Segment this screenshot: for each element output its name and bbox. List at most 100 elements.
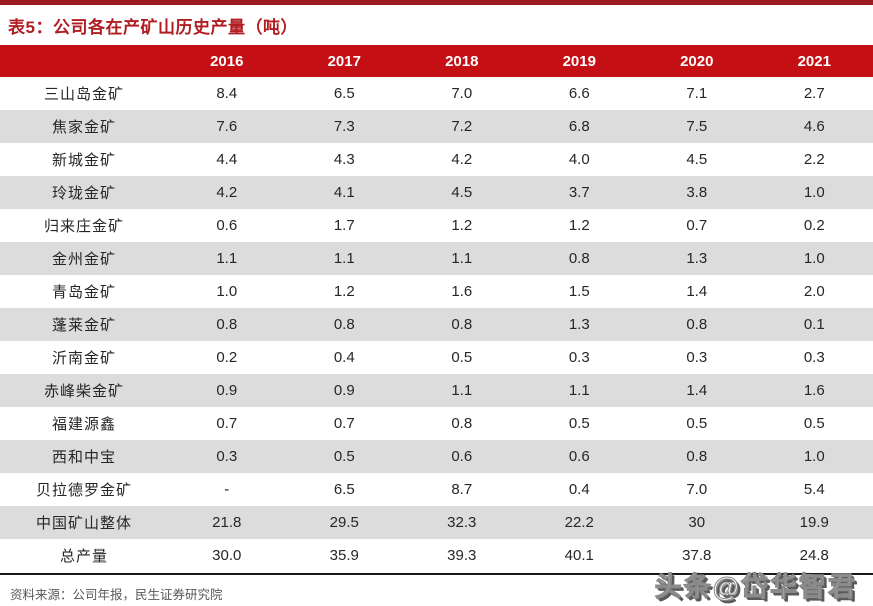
table-row: 贝拉德罗金矿 - 6.5 8.7 0.4 7.0 5.4 bbox=[0, 473, 873, 506]
watermark-text: 头条@岱华智君 bbox=[654, 572, 857, 603]
value-cell: 2.0 bbox=[803, 283, 825, 300]
value-cell: 1.1 bbox=[451, 382, 473, 399]
year-header-2021: 2021 bbox=[755, 45, 873, 77]
value-cell: 0.8 bbox=[568, 250, 590, 267]
table-row: 中国矿山整体 21.8 29.5 32.3 22.2 30 19.9 bbox=[0, 506, 873, 539]
year-header-2019: 2019 bbox=[520, 45, 638, 77]
value-cell: 7.6 bbox=[216, 118, 238, 135]
table-row: 青岛金矿 1.0 1.2 1.6 1.5 1.4 2.0 bbox=[0, 275, 873, 308]
value-cell: 1.0 bbox=[803, 250, 825, 267]
value-cell: 39.3 bbox=[447, 547, 477, 564]
value-cell: 0.4 bbox=[568, 481, 590, 498]
mine-name-cell: 金州金矿 bbox=[51, 251, 116, 268]
value-cell: 1.3 bbox=[568, 316, 590, 333]
value-cell: 7.1 bbox=[686, 85, 708, 102]
value-cell: 24.8 bbox=[799, 547, 829, 564]
value-cell: 0.3 bbox=[568, 349, 590, 366]
value-cell: 1.6 bbox=[451, 283, 473, 300]
table-row: 玲珑金矿 4.2 4.1 4.5 3.7 3.8 1.0 bbox=[0, 176, 873, 209]
value-cell: 0.9 bbox=[333, 382, 355, 399]
mine-name-cell: 赤峰柴金矿 bbox=[43, 383, 124, 400]
table-row: 新城金矿 4.4 4.3 4.2 4.0 4.5 2.2 bbox=[0, 143, 873, 176]
value-cell: 3.8 bbox=[686, 184, 708, 201]
value-cell: 32.3 bbox=[447, 514, 477, 531]
table-row: 赤峰柴金矿 0.9 0.9 1.1 1.1 1.4 1.6 bbox=[0, 374, 873, 407]
table-header: 2016 2017 2018 2019 2020 2021 bbox=[0, 45, 873, 77]
value-cell: 0.8 bbox=[451, 415, 473, 432]
value-cell: 0.1 bbox=[803, 316, 825, 333]
source-note: 资料来源：公司年报，民生证券研究院 bbox=[10, 588, 223, 602]
value-cell: 0.2 bbox=[803, 217, 825, 234]
value-cell: 6.5 bbox=[333, 85, 355, 102]
value-cell: 30 bbox=[688, 514, 706, 531]
value-cell: 4.0 bbox=[568, 151, 590, 168]
value-cell: 0.3 bbox=[216, 448, 238, 465]
value-cell: 0.5 bbox=[568, 415, 590, 432]
table-row: 归来庄金矿 0.6 1.7 1.2 1.2 0.7 0.2 bbox=[0, 209, 873, 242]
year-header-2017: 2017 bbox=[285, 45, 403, 77]
value-cell: 1.0 bbox=[803, 184, 825, 201]
value-cell: 7.2 bbox=[451, 118, 473, 135]
value-cell: 0.4 bbox=[333, 349, 355, 366]
value-cell: 1.1 bbox=[216, 250, 238, 267]
row-header-empty-cell bbox=[0, 45, 168, 77]
table-row: 总产量 30.0 35.9 39.3 40.1 37.8 24.8 bbox=[0, 539, 873, 572]
value-cell: 0.3 bbox=[686, 349, 708, 366]
value-cell: 1.1 bbox=[451, 250, 473, 267]
value-cell: 1.4 bbox=[686, 283, 708, 300]
value-cell: 1.0 bbox=[803, 448, 825, 465]
table-row: 金州金矿 1.1 1.1 1.1 0.8 1.3 1.0 bbox=[0, 242, 873, 275]
mine-name-cell: 玲珑金矿 bbox=[51, 185, 116, 202]
table-bottom-rule bbox=[0, 573, 873, 575]
year-header-2018: 2018 bbox=[403, 45, 521, 77]
table-row: 蓬莱金矿 0.8 0.8 0.8 1.3 0.8 0.1 bbox=[0, 308, 873, 341]
value-cell: 4.3 bbox=[333, 151, 355, 168]
value-cell: 21.8 bbox=[212, 514, 242, 531]
mine-name-cell: 焦家金矿 bbox=[51, 119, 116, 136]
value-cell: 0.7 bbox=[216, 415, 238, 432]
value-cell: - bbox=[224, 481, 230, 498]
value-cell: 22.2 bbox=[564, 514, 594, 531]
value-cell: 1.2 bbox=[333, 283, 355, 300]
value-cell: 0.8 bbox=[333, 316, 355, 333]
value-cell: 4.2 bbox=[451, 151, 473, 168]
value-cell: 0.6 bbox=[451, 448, 473, 465]
value-cell: 2.7 bbox=[803, 85, 825, 102]
value-cell: 0.8 bbox=[686, 316, 708, 333]
mine-name-cell: 总产量 bbox=[59, 548, 108, 565]
mine-name-cell: 蓬莱金矿 bbox=[51, 317, 116, 334]
value-cell: 6.5 bbox=[333, 481, 355, 498]
production-table: 2016 2017 2018 2019 2020 2021 三山岛金矿 8.4 6.5 7.0 6… bbox=[0, 45, 873, 572]
mine-name-cell: 贝拉德罗金矿 bbox=[35, 482, 132, 499]
value-cell: 1.6 bbox=[803, 382, 825, 399]
value-cell: 0.2 bbox=[216, 349, 238, 366]
value-cell: 7.3 bbox=[333, 118, 355, 135]
mine-name-cell: 中国矿山整体 bbox=[35, 515, 132, 532]
table-row: 西和中宝 0.3 0.5 0.6 0.6 0.8 1.0 bbox=[0, 440, 873, 473]
value-cell: 0.5 bbox=[803, 415, 825, 432]
value-cell: 0.7 bbox=[686, 217, 708, 234]
value-cell: 4.4 bbox=[216, 151, 238, 168]
mine-name-cell: 归来庄金矿 bbox=[43, 218, 124, 235]
mine-name-cell: 新城金矿 bbox=[51, 152, 116, 169]
value-cell: 2.2 bbox=[803, 151, 825, 168]
mine-name-cell: 西和中宝 bbox=[51, 449, 116, 466]
value-cell: 8.4 bbox=[216, 85, 238, 102]
value-cell: 1.1 bbox=[333, 250, 355, 267]
value-cell: 8.7 bbox=[451, 481, 473, 498]
year-header-2020: 2020 bbox=[638, 45, 756, 77]
table-row: 福建源鑫 0.7 0.7 0.8 0.5 0.5 0.5 bbox=[0, 407, 873, 440]
value-cell: 5.4 bbox=[803, 481, 825, 498]
value-cell: 4.1 bbox=[333, 184, 355, 201]
value-cell: 0.7 bbox=[333, 415, 355, 432]
value-cell: 4.6 bbox=[803, 118, 825, 135]
value-cell: 0.6 bbox=[216, 217, 238, 234]
table-row: 焦家金矿 7.6 7.3 7.2 6.8 7.5 4.6 bbox=[0, 110, 873, 143]
value-cell: 30.0 bbox=[212, 547, 242, 564]
mine-name-cell: 青岛金矿 bbox=[51, 284, 116, 301]
value-cell: 19.9 bbox=[799, 514, 829, 531]
value-cell: 1.4 bbox=[686, 382, 708, 399]
value-cell: 0.8 bbox=[451, 316, 473, 333]
value-cell: 35.9 bbox=[329, 547, 359, 564]
mine-name-cell: 福建源鑫 bbox=[51, 416, 116, 433]
